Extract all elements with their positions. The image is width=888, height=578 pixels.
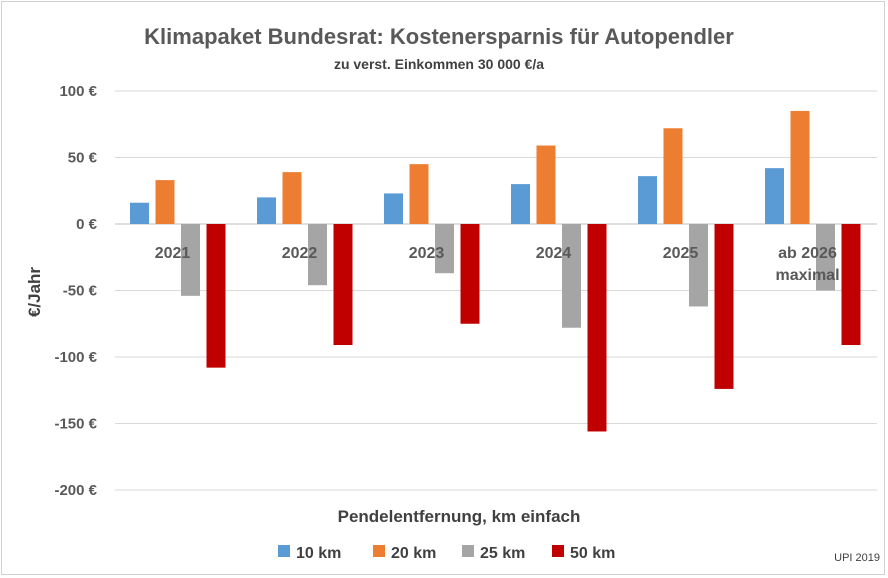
credit-label: UPI 2019 (834, 552, 880, 564)
y-tick-label: -100 € (54, 349, 97, 366)
legend-label: 25 km (480, 545, 525, 562)
category-labels: 2021 2022 2023 2024 2025 ab 2026 maximal (155, 245, 840, 284)
bar (663, 128, 683, 224)
bar (308, 224, 327, 286)
legend: 10 km 20 km 25 km 50 km (278, 545, 615, 562)
bar (333, 224, 353, 346)
bar (206, 224, 226, 368)
bar (816, 224, 835, 291)
x-category-label: 2021 (155, 245, 191, 262)
bar (282, 172, 302, 224)
x-category-label: 2024 (536, 245, 572, 262)
bar (257, 197, 276, 224)
chart-subtitle: zu verst. Einkommen 30 000 €/a (334, 56, 544, 72)
y-axis-title: €/Jahr (25, 267, 44, 317)
legend-label: 20 km (391, 545, 436, 562)
y-tick-label: 100 € (59, 83, 97, 100)
bar (765, 168, 784, 224)
legend-swatch (278, 545, 290, 557)
legend-swatch (373, 545, 385, 557)
legend-swatch (552, 545, 564, 557)
bar (511, 184, 530, 224)
chart-title: Klimapaket Bundesrat: Kostenersparnis fü… (144, 24, 734, 49)
y-tick-label: 50 € (68, 150, 98, 167)
bar (714, 224, 734, 389)
bar (435, 224, 454, 274)
bar (841, 224, 861, 346)
bar (562, 224, 581, 328)
legend-swatch (462, 545, 474, 557)
y-tick-label: -200 € (54, 482, 97, 499)
y-tick-label: -50 € (63, 283, 98, 300)
gridlines (115, 90, 877, 491)
y-tick-label: 0 € (76, 216, 98, 233)
bar (638, 176, 657, 224)
y-tick-label: -150 € (54, 416, 97, 433)
bar (155, 180, 175, 224)
x-axis-title: Pendelentfernung, km einfach (338, 507, 581, 526)
x-category-label: maximal (775, 267, 839, 284)
bar (384, 193, 403, 224)
x-category-label: 2023 (409, 245, 445, 262)
bar (181, 224, 200, 296)
x-category-label: ab 2026 (778, 245, 837, 262)
legend-label: 50 km (570, 545, 615, 562)
bar (689, 224, 708, 307)
y-axis-ticks: 100 € 50 € 0 € -50 € -100 € -150 € -200 € (54, 83, 97, 499)
legend-label: 10 km (296, 545, 341, 562)
bar (460, 224, 480, 324)
bar (790, 110, 810, 224)
bar (536, 145, 556, 224)
bars (130, 110, 861, 432)
x-category-label: 2022 (282, 245, 318, 262)
bar (409, 164, 429, 224)
bar (587, 224, 607, 432)
x-category-label: 2025 (663, 245, 699, 262)
bar (130, 202, 149, 224)
